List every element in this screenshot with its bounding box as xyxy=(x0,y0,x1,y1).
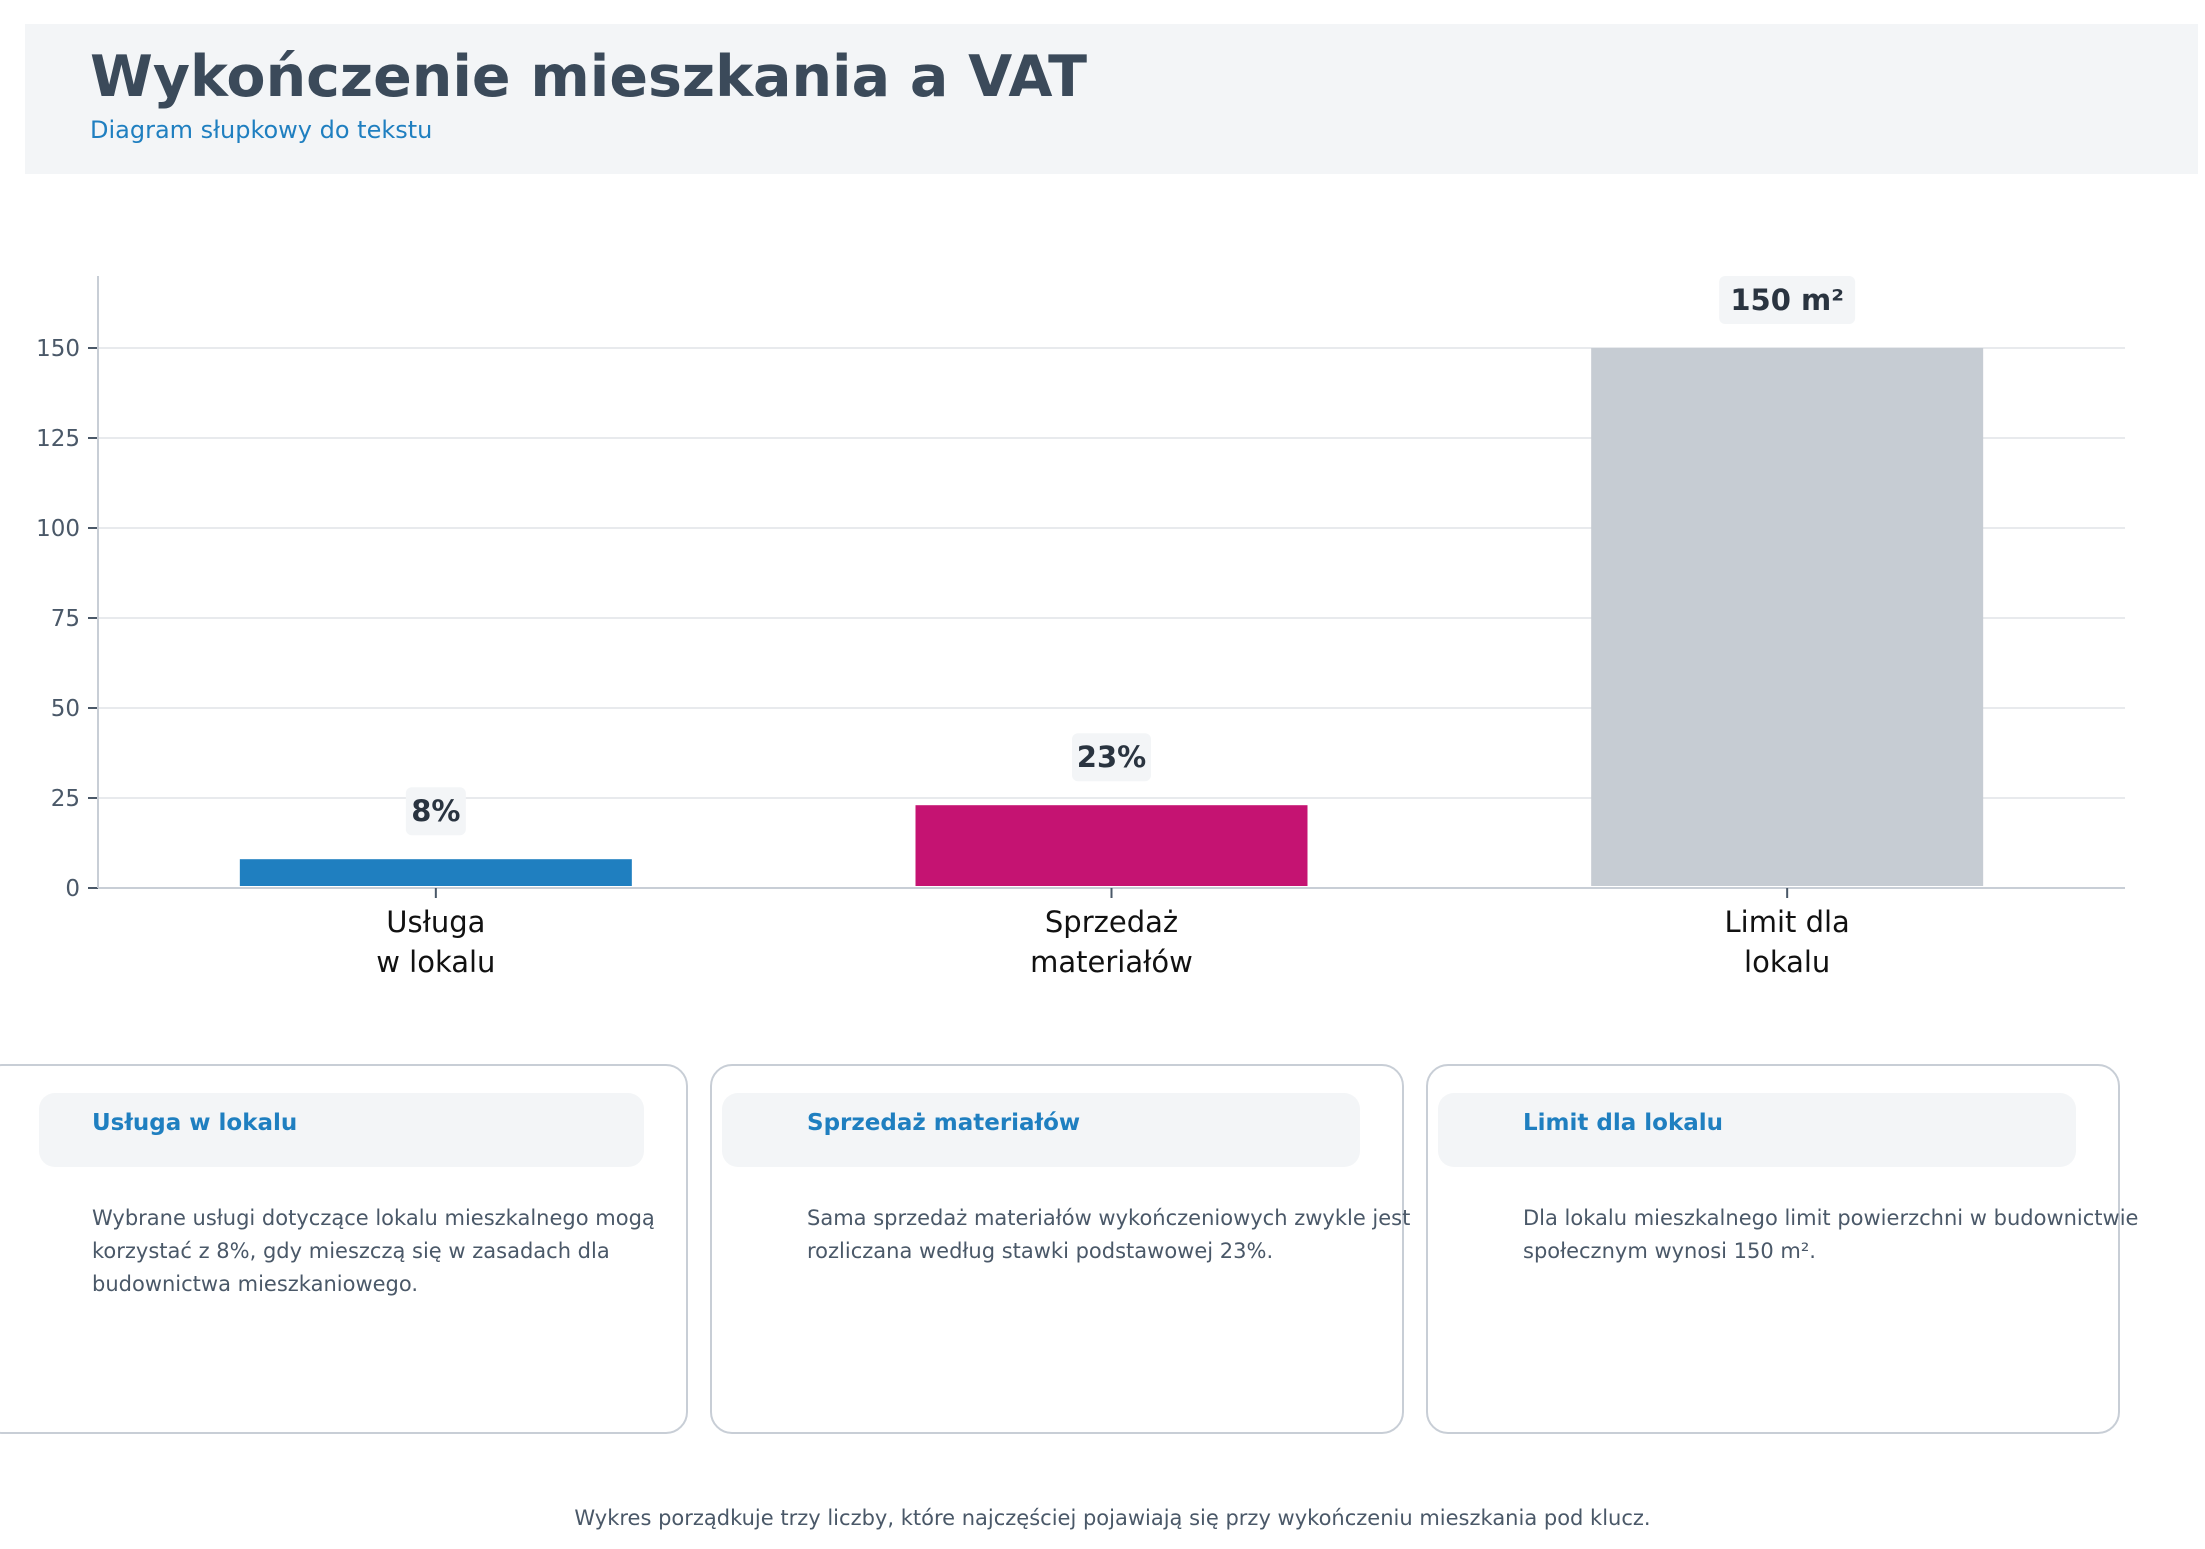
card-header xyxy=(39,1093,644,1167)
bar xyxy=(239,859,632,886)
bar-chart: 0 25 50 75 100 125 150 8% Usługa w lokalu 23% Sprze… xyxy=(36,276,2125,979)
x-tick-label: Usługa xyxy=(386,905,485,939)
data-label: 23% xyxy=(1077,740,1146,774)
y-tick-label: 100 xyxy=(36,516,80,542)
page-subtitle: Diagram słupkowy do tekstu xyxy=(90,116,433,144)
card-title: Usługa w lokalu xyxy=(92,1110,298,1136)
data-label-box xyxy=(1072,733,1151,782)
card-materials: Sprzedaż materiałów Sama sprzedaż materi… xyxy=(710,1064,1410,1434)
data-label: 8% xyxy=(411,794,460,828)
x-tick-label: lokalu xyxy=(1744,945,1830,979)
card-body: Dla lokalu mieszkalnego limit powierzchn… xyxy=(1523,1206,2139,1263)
footer-note: Wykres porządkuje trzy liczby, które naj… xyxy=(574,1506,1651,1530)
header-banner xyxy=(25,24,2198,174)
card-body: Sama sprzedaż materiałów wykończeniowych… xyxy=(807,1206,1411,1263)
card-title: Sprzedaż materiałów xyxy=(807,1110,1081,1136)
y-tick-label: 150 xyxy=(36,336,80,362)
page-title: Wykończenie mieszkania a VAT xyxy=(90,44,1087,110)
card-title: Limit dla lokalu xyxy=(1523,1110,1724,1136)
y-tick-label: 125 xyxy=(36,426,80,452)
card-service: Usługa w lokalu Wybrane usługi dotyczące… xyxy=(0,1064,688,1434)
card-limit: Limit dla lokalu Dla lokalu mieszkalnego… xyxy=(1426,1064,2138,1434)
y-tick-label: 25 xyxy=(51,786,80,812)
x-tick-label: w lokalu xyxy=(376,945,495,979)
y-tick-label: 50 xyxy=(51,696,80,722)
data-label-box xyxy=(1719,276,1856,324)
bar xyxy=(915,805,1308,886)
card-header xyxy=(722,1093,1360,1167)
bar xyxy=(1591,348,1984,886)
card-body: Wybrane usługi dotyczące lokalu mieszkal… xyxy=(92,1206,655,1296)
x-tick-label: Limit dla xyxy=(1724,905,1849,939)
data-label-box xyxy=(405,787,466,836)
x-tick-label: Sprzedaż xyxy=(1045,905,1178,939)
y-tick-label: 0 xyxy=(65,876,80,902)
card-header xyxy=(1438,1093,2076,1167)
data-label: 150 m² xyxy=(1730,283,1844,317)
x-tick-label: materiałów xyxy=(1030,945,1193,979)
y-tick-label: 75 xyxy=(51,606,80,632)
